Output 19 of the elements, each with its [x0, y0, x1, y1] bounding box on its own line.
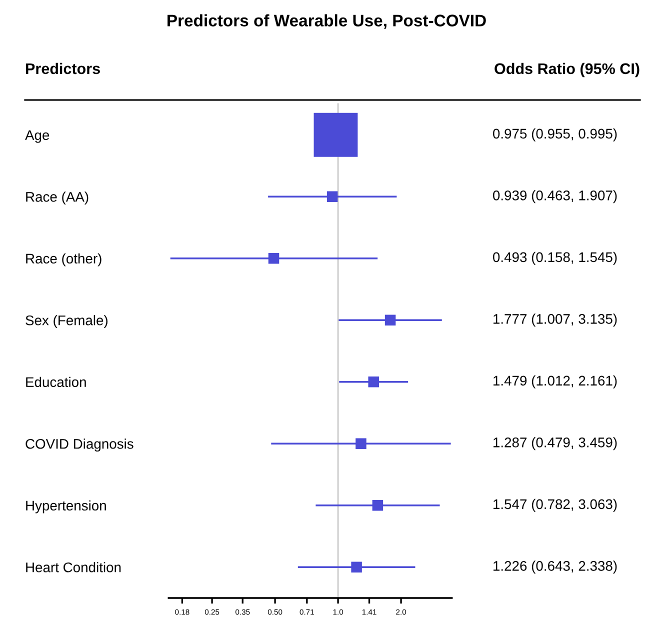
- y-tick-label: Heart Condition: [26, 562, 121, 572]
- data-label: 1.287 (0.479, 3.459): [494, 437, 617, 450]
- data-label: 0.975 (0.955, 0.995): [493, 128, 617, 142]
- chart-title: Predictors of Wearable Use, Post-COVID: [168, 14, 486, 29]
- data-label: 1.479 (1.012, 2.161): [494, 375, 617, 388]
- text: Odds Ratio (95% CI): [494, 62, 640, 78]
- text: Predictors: [26, 62, 100, 74]
- data-label: 1.547 (0.782, 3.063): [494, 498, 617, 512]
- y-tick-label: Hypertension: [26, 500, 106, 514]
- y-tick-label: COVID Diagnosis: [26, 438, 134, 452]
- y-tick-label: Sex (Female): [26, 315, 108, 328]
- y-tick-label: Race (AA): [26, 192, 88, 205]
- y-tick-label: Age: [25, 130, 50, 143]
- y-tick-label: Race (other): [26, 253, 102, 266]
- data-label: 0.493 (0.158, 1.545): [493, 252, 617, 265]
- y-tick-label: Education: [26, 376, 86, 388]
- data-label: 0.939 (0.463, 1.907): [493, 190, 617, 204]
- data-label: 1.777 (1.007, 3.135): [494, 314, 617, 327]
- data-label: 1.226 (0.643, 2.338): [494, 560, 617, 574]
